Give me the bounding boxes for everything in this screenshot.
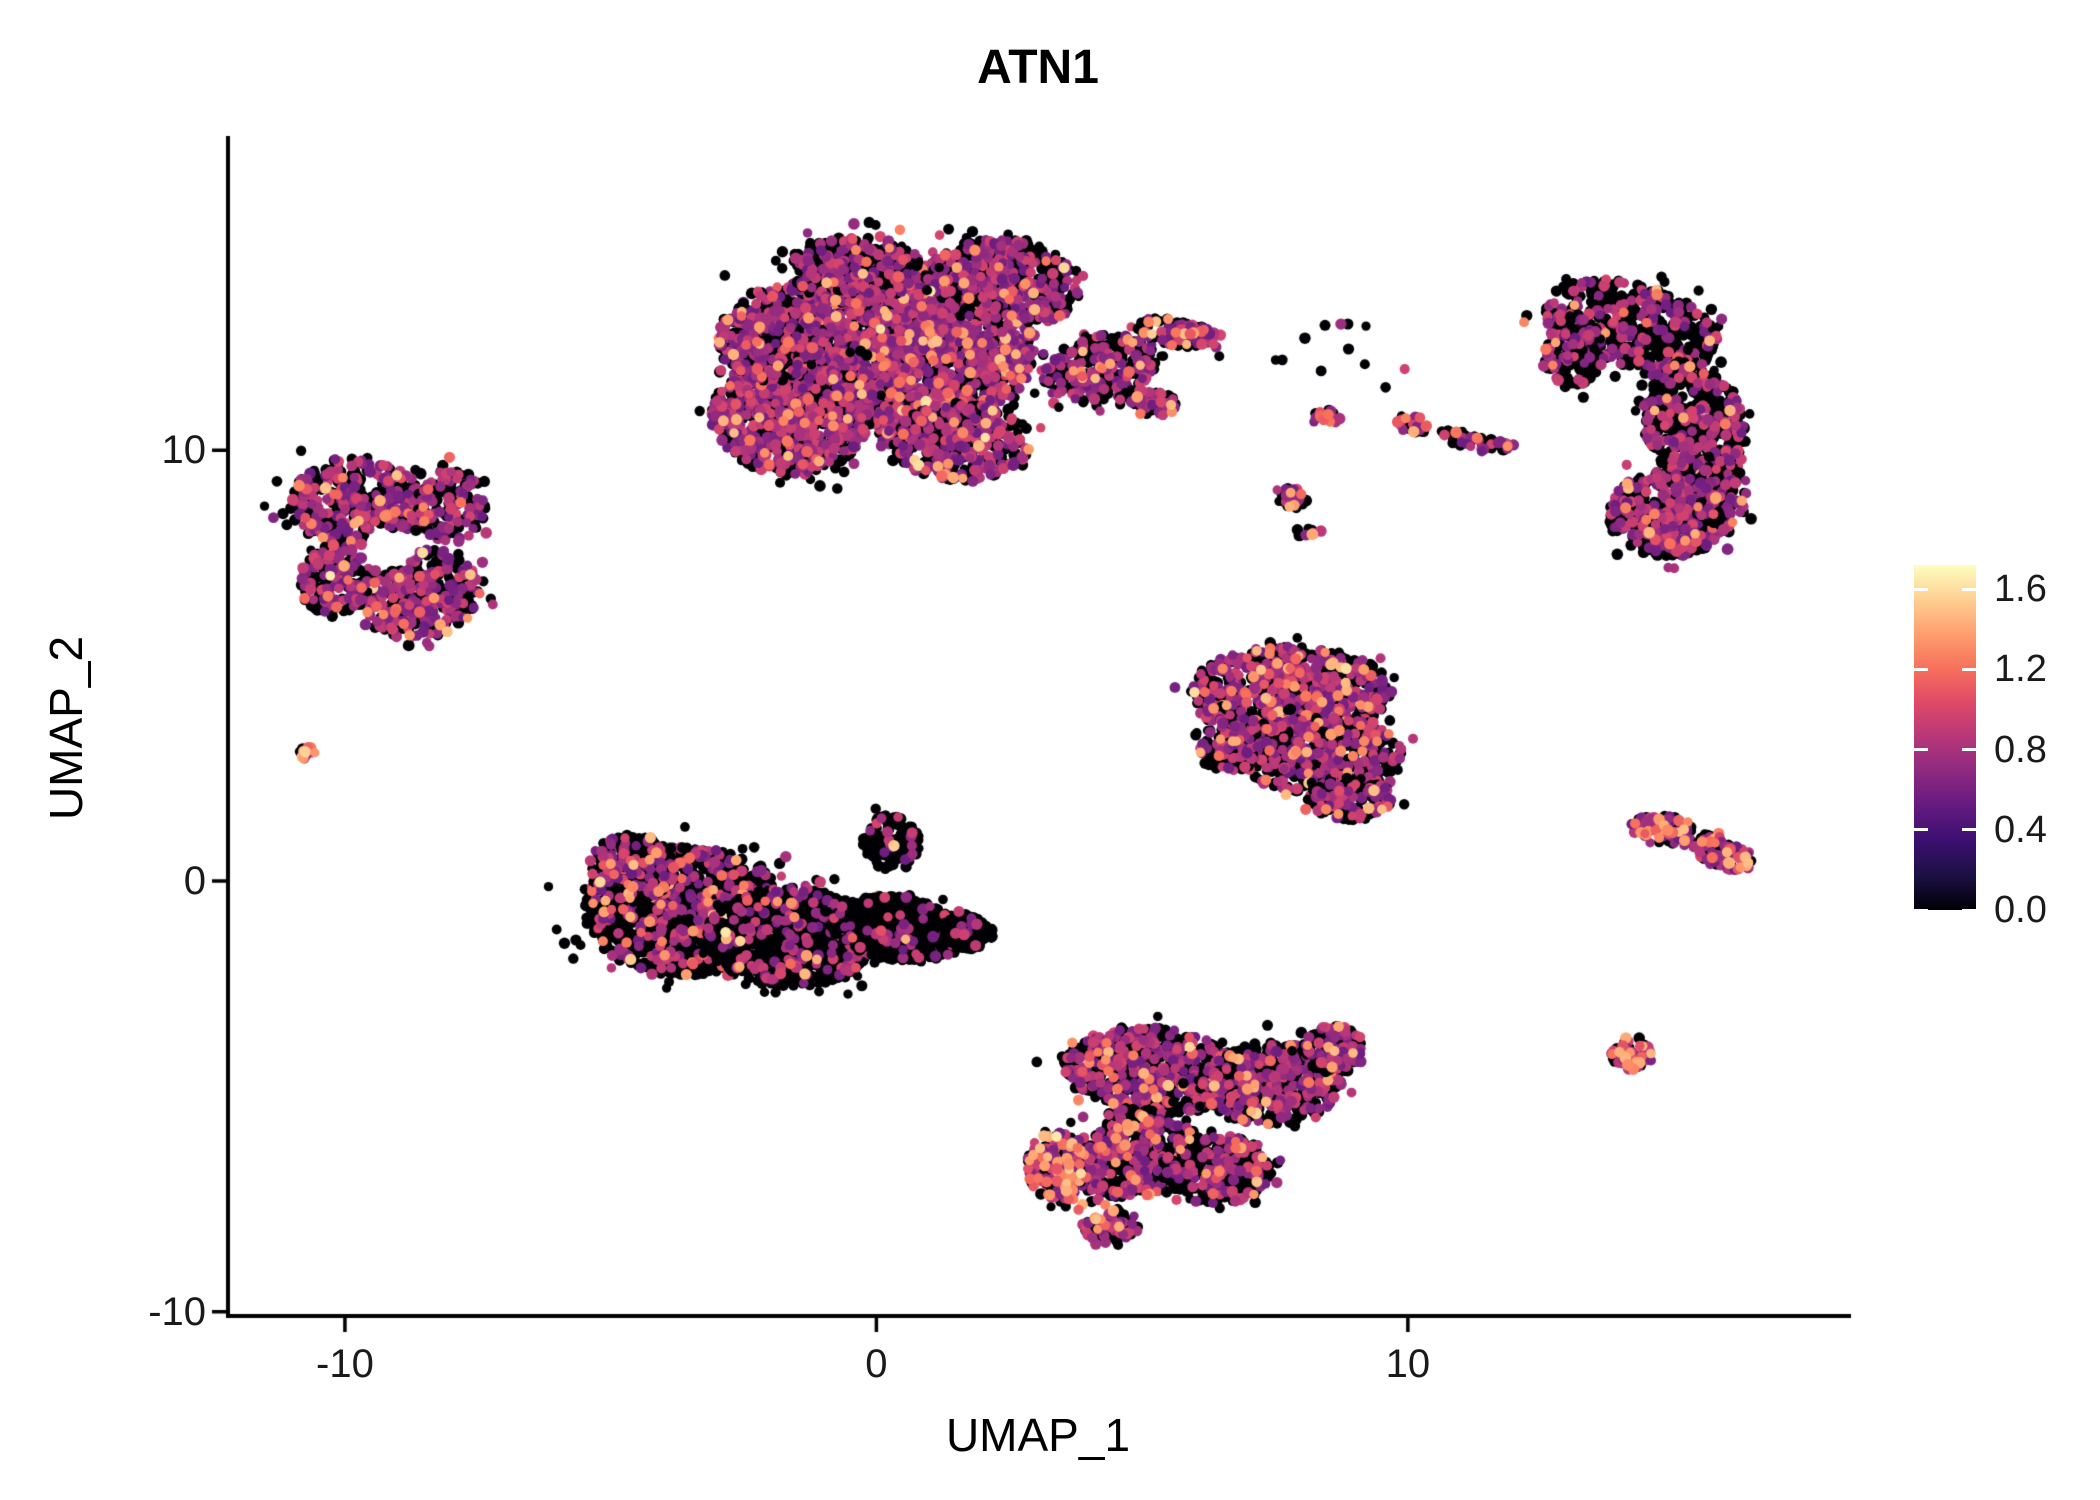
x-tick-label: 0 bbox=[865, 1342, 888, 1386]
colorbar-tick-label: 0.4 bbox=[1994, 808, 2047, 851]
x-tick-label: 10 bbox=[1385, 1342, 1431, 1386]
colorbar-tick-mark bbox=[1914, 667, 1928, 671]
y-tick-label: 0 bbox=[183, 858, 206, 903]
y-tick-label: -10 bbox=[148, 1289, 206, 1334]
colorbar-tick-mark bbox=[1962, 748, 1976, 752]
y-axis-label: UMAP_2 bbox=[40, 635, 92, 821]
colorbar-tick-mark bbox=[1914, 587, 1928, 591]
x-axis-label: UMAP_1 bbox=[945, 1409, 1131, 1461]
colorbar-tick-mark bbox=[1962, 828, 1976, 832]
x-tick-label: -10 bbox=[316, 1342, 374, 1386]
colorbar-tick-mark bbox=[1962, 908, 1976, 912]
colorbar-tick-mark bbox=[1914, 828, 1928, 832]
colorbar-tick-label: 0.0 bbox=[1994, 889, 2047, 931]
colorbar-tick-mark bbox=[1962, 587, 1976, 591]
colorbar-tick-mark bbox=[1914, 908, 1928, 912]
colorbar-tick-mark bbox=[1914, 748, 1928, 752]
colorbar-tick-label: 0.8 bbox=[1994, 728, 2047, 771]
colorbar-tick-label: 1.6 bbox=[1994, 568, 2047, 611]
plot-title: ATN1 bbox=[977, 41, 1099, 94]
colorbar-tick-label: 1.2 bbox=[1994, 648, 2047, 691]
colorbar-gradient bbox=[1914, 565, 1976, 910]
y-tick-label: 10 bbox=[161, 428, 207, 473]
colorbar-tick-mark bbox=[1962, 667, 1976, 671]
